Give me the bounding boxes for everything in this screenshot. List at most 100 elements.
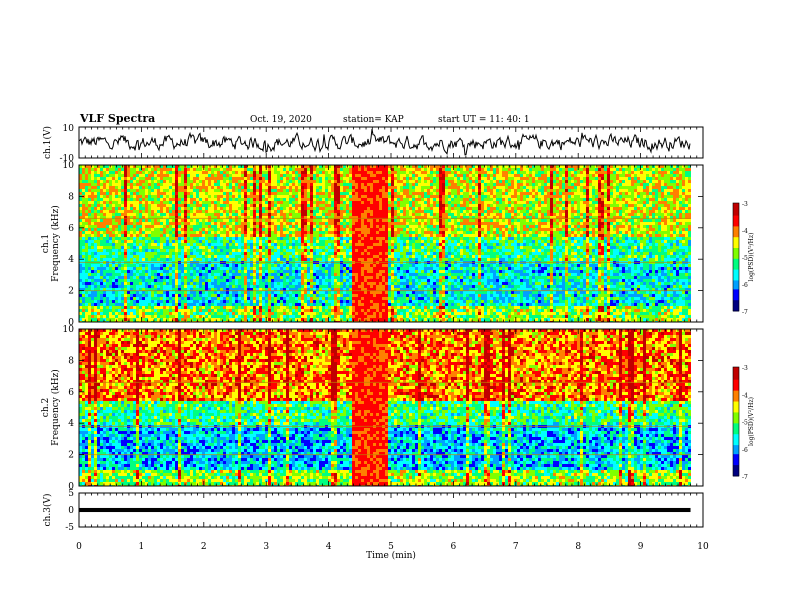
spectrogram-cell [211,192,214,195]
spectrogram-cell [169,300,172,303]
spectrogram-cell [178,258,181,261]
spectrogram-cell [172,300,175,303]
spectrogram-cell [259,198,262,201]
spectrogram-cell [214,258,217,261]
spectrogram-cell [211,201,214,204]
spectrogram-cell [226,168,229,171]
spectrogram-cell [211,228,214,231]
spectrogram-cell [127,285,130,288]
spectrogram-cell [265,198,268,201]
spectrogram-cell [94,183,97,186]
spectrogram-cell [253,273,256,276]
spectrogram-cell [247,189,250,192]
spectrogram-cell [175,231,178,234]
spectrogram-cell [274,291,277,294]
spectrogram-cell [115,198,118,201]
spectrogram-cell [109,210,112,213]
spectrogram-cell [157,267,160,270]
spectrogram-cell [118,252,121,255]
spectrogram-cell [259,303,262,306]
spectrogram-cell [175,234,178,237]
spectrogram-cell [115,210,118,213]
spectrogram-cell [172,279,175,282]
spectrogram-cell [85,174,88,177]
spectrogram-cell [160,198,163,201]
spectrogram-cell [181,270,184,273]
spectrogram-cell [121,270,124,273]
spectrogram-cell [169,276,172,279]
spectrogram-cell [238,201,241,204]
spectrogram-cell [241,252,244,255]
spectrogram-cell [232,252,235,255]
spectrogram-cell [229,243,232,246]
spectrogram-cell [235,198,238,201]
spectrogram-cell [253,252,256,255]
spectrogram-cell [148,192,151,195]
spectrogram-cell [142,234,145,237]
spectrogram-cell [181,195,184,198]
spectrogram-cell [115,279,118,282]
spectrogram-cell [217,300,220,303]
spectrogram-cell [118,210,121,213]
spectrogram-cell [160,312,163,315]
spectrogram-cell [190,222,193,225]
spectrogram-cell [112,213,115,216]
spectrogram-cell [238,207,241,210]
spectrogram-cell [85,270,88,273]
spectrogram-cell [178,267,181,270]
spectrogram-cell [109,225,112,228]
spectrogram-cell [172,186,175,189]
spectrogram-cell [115,222,118,225]
spectrogram-cell [91,258,94,261]
spectrogram-cell [232,186,235,189]
spectrogram-cell [175,171,178,174]
spectrogram-cell [196,240,199,243]
spectrogram-cell [253,201,256,204]
spectrogram-cell [151,306,154,309]
spectrogram-cell [85,285,88,288]
spectrogram-cell [184,246,187,249]
spectrogram-cell [265,189,268,192]
spectrogram-cell [232,303,235,306]
spectrogram-cell [163,186,166,189]
spectrogram-cell [94,243,97,246]
spectrogram-cell [259,180,262,183]
spectrogram-cell [109,267,112,270]
spectrogram-cell [82,273,85,276]
spectrogram-cell [148,285,151,288]
spectrogram-cell [157,243,160,246]
spectrogram-cell [241,258,244,261]
spectrogram-cell [109,204,112,207]
spectrogram-cell [232,270,235,273]
spectrogram-cell [85,246,88,249]
spectrogram-cell [265,312,268,315]
spectrogram-cell [151,192,154,195]
spectrogram-cell [169,201,172,204]
spectrogram-cell [106,267,109,270]
spectrogram-cell [97,264,100,267]
spectrogram-cell [112,315,115,318]
spectrogram-cell [88,294,91,297]
spectrogram-cell [271,228,274,231]
spectrogram-cell [241,246,244,249]
spectrogram-cell [271,276,274,279]
spectrogram-cell [205,192,208,195]
spectrogram-cell [229,267,232,270]
spectrogram-cell [166,267,169,270]
spectrogram-cell [106,315,109,318]
spectrogram-cell [181,309,184,312]
spectrogram-cell [127,258,130,261]
spectrogram-cell [238,180,241,183]
spectrogram-cell [91,237,94,240]
spectrogram-cell [196,252,199,255]
spectrogram-cell [112,258,115,261]
spectrogram-cell [193,192,196,195]
spectrogram-cell [115,270,118,273]
spectrogram-cell [187,240,190,243]
spectrogram-cell [268,225,271,228]
spectrogram-cell [214,249,217,252]
spectrogram-cell [127,270,130,273]
spectrogram-cell [103,183,106,186]
spectrogram-cell [232,231,235,234]
spectrogram-cell [262,309,265,312]
